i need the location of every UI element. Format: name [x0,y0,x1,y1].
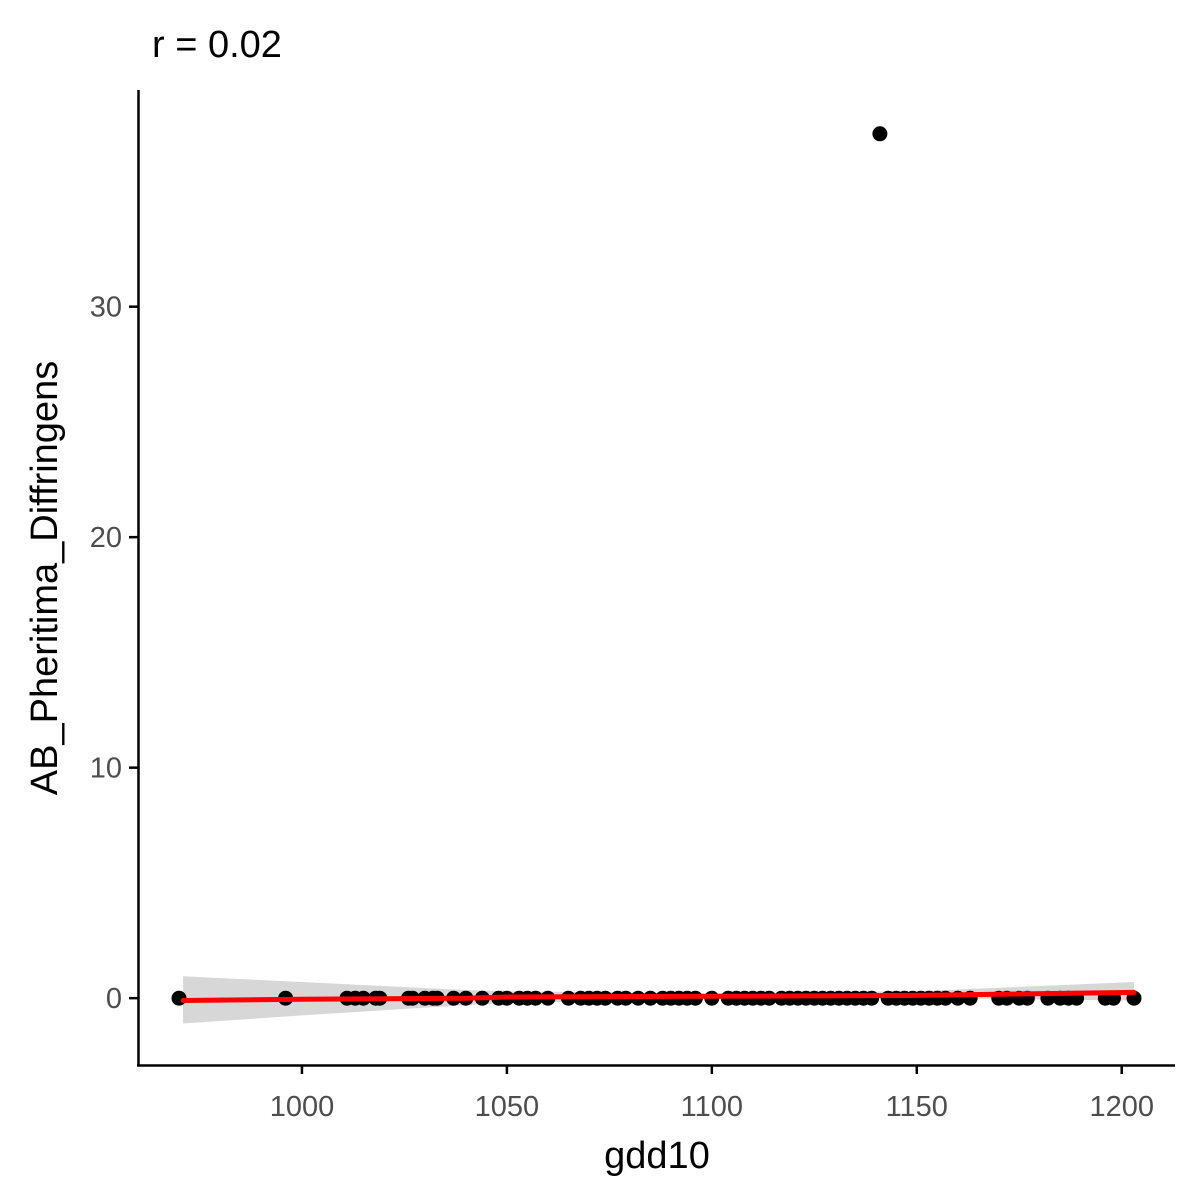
plot-area [171,126,1142,1024]
y-axis-title: AB_Pheritima_Diffringens [24,361,66,795]
axis-ticks: 1000 1050 1100 1150 1200 0 10 20 30 [90,292,1154,1123]
x-tick-label: 1150 [886,1091,948,1123]
x-tick-label: 1100 [681,1091,743,1123]
x-tick-label: 1000 [270,1091,335,1123]
y-tick-label: 30 [90,292,122,324]
chart-title: r = 0.02 [152,24,282,66]
y-tick-label: 10 [90,753,122,785]
y-tick-label: 0 [106,983,122,1015]
axes [137,90,1175,1067]
data-point [864,990,880,1006]
smooth-line [180,989,1137,1003]
x-tick-label: 1050 [475,1091,540,1123]
y-tick-label: 20 [90,522,122,554]
x-axis-title: gdd10 [604,1135,710,1177]
data-point [872,126,888,142]
x-tick-label: 1200 [1089,1091,1154,1123]
